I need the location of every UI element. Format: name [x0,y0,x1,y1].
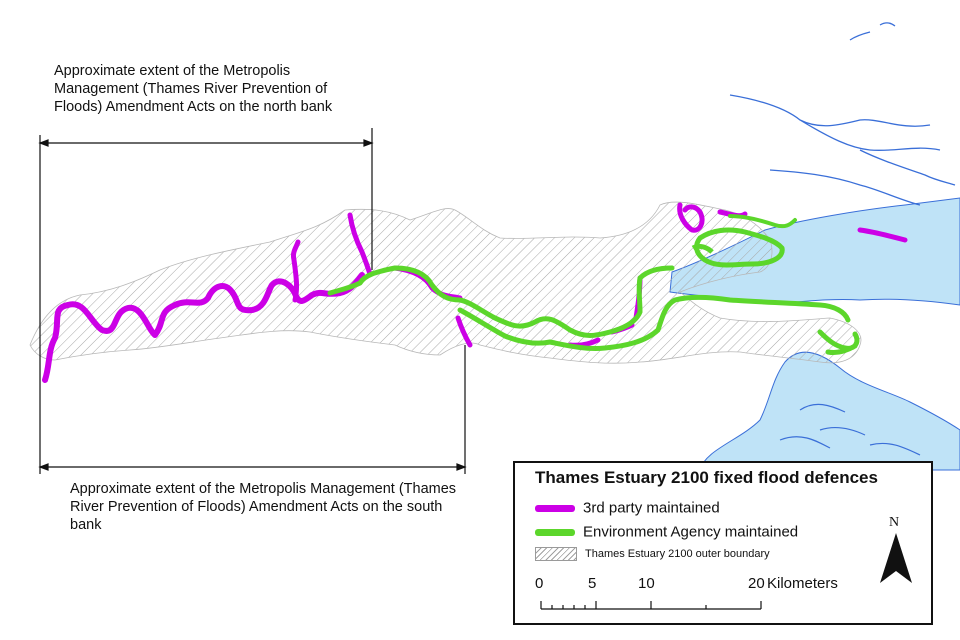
legend-item-environment-agency: Environment Agency maintained [535,523,798,541]
third-party-defence-main [42,272,365,383]
te2100-boundary [29,201,862,364]
legend-item-outer-boundary: Thames Estuary 2100 outer boundary [535,547,770,561]
scale-tick-10: 10 [638,575,655,592]
scale-unit-label: Kilometers [767,575,838,592]
south-bank-annotation: Approximate extent of the Metropolis Man… [70,481,457,533]
north-arrow: N [878,515,914,585]
north-bank-annotation: Approximate extent of the Metropolis Man… [54,63,333,115]
outer-boundary-swatch [535,547,577,561]
map-legend: Thames Estuary 2100 fixed flood defences… [513,461,933,625]
third-party-swatch [535,504,575,512]
ea-defence-south [457,294,851,351]
legend-item-label: 3rd party maintained [583,499,720,517]
scale-bar-graphic [540,601,762,610]
environment-agency-swatch [535,528,575,536]
third-party-defence-branch [347,212,373,277]
south-bank-extent-bracket [38,345,467,474]
ea-defence-northeast [728,214,797,229]
legend-item-label: Thames Estuary 2100 outer boundary [585,548,770,560]
north-arrow-icon [880,533,912,583]
scale-tick-5: 5 [588,575,597,592]
north-label: N [889,515,900,530]
medway-creeks [779,403,921,456]
scale-tick-0: 0 [535,575,544,592]
north-bank-extent-bracket [38,128,374,390]
scale-tick-20: 20 [748,575,765,592]
creek-lines [729,22,956,206]
ea-defence-canvey [691,227,785,268]
ea-defence-medway [817,329,860,355]
ea-defence-central [327,265,675,338]
legend-item-third-party: 3rd party maintained [535,499,720,517]
legend-item-label: Environment Agency maintained [583,523,799,541]
third-party-defence-north [291,239,301,303]
legend-title: Thames Estuary 2100 fixed flood defences [535,468,878,487]
medway-water [699,351,960,471]
scale-bar: 0 5 10 20 Kilometers [535,575,838,615]
